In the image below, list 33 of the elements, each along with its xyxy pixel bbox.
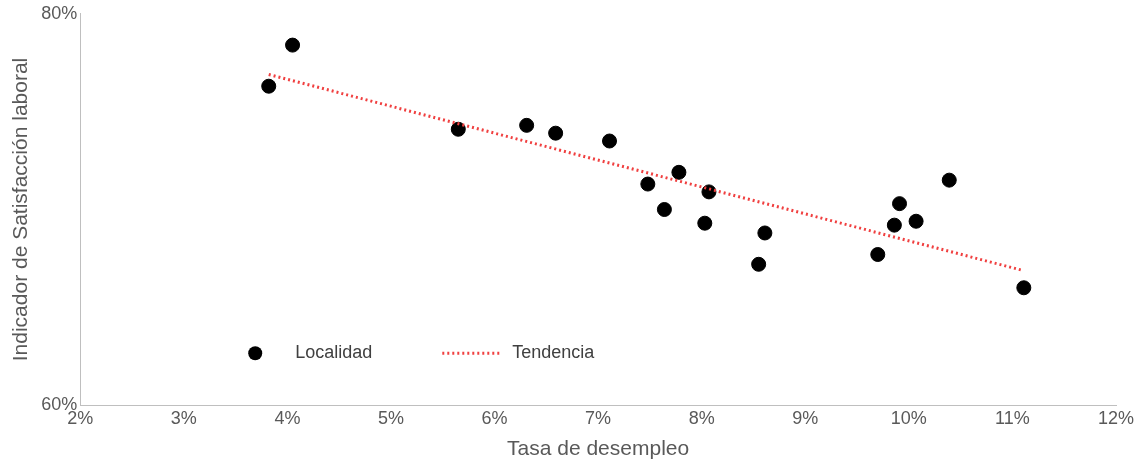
point [870,247,886,263]
point [519,117,535,133]
legend-label: Tendencia [512,342,596,363]
x-tick-label: 8% [688,407,715,428]
point [671,164,687,180]
point [757,225,773,241]
x-tick-label: 11% [995,407,1030,428]
point [892,196,908,212]
y-tick-label: 80% [41,2,78,23]
y-axis-title: Indicador de Satisfacción laboral [8,57,32,362]
point [548,125,564,141]
point [697,215,713,231]
point [656,202,672,217]
point [602,133,618,149]
x-tick-label: 5% [377,407,404,428]
point [908,213,924,229]
point [285,37,301,53]
x-tick-label: 10% [890,407,927,428]
point [450,121,466,137]
point [1016,280,1032,296]
point [751,256,767,272]
point [886,217,902,233]
x-tick-label: 4% [274,407,301,428]
x-tick-label: 6% [481,407,508,428]
point [941,172,957,188]
point [261,78,277,94]
x-tick-label: 7% [585,407,612,428]
point [640,176,656,192]
x-tick-label: 9% [792,407,819,428]
x-tick-label: 12% [1097,407,1135,428]
x-axis-title: Tasa de desempleo [507,436,690,460]
legend-label: Localidad [295,342,373,363]
x-tick-label: 3% [170,407,197,428]
